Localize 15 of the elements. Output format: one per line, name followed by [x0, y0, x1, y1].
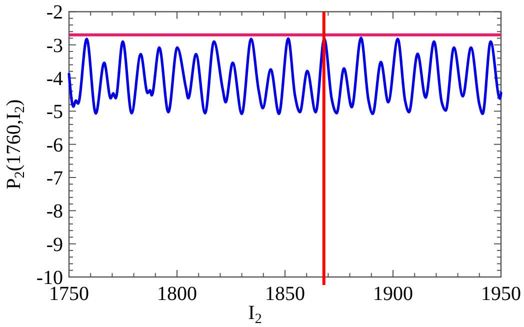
x-tick-label: 1950	[481, 283, 521, 305]
x-tick-label: 1800	[157, 283, 197, 305]
y-tick-label: -9	[46, 234, 63, 256]
y-tick-label: -5	[46, 101, 63, 124]
line-series	[68, 36, 502, 116]
y-tick-label: -3	[46, 34, 63, 57]
x-tick-label: 1850	[265, 283, 305, 305]
y-tick-label: -6	[46, 134, 63, 156]
y-tick-label: -8	[46, 200, 63, 223]
y-tick-label: -4	[46, 68, 63, 90]
x-tick-label: 1750	[49, 283, 89, 305]
x-tick-label: 1900	[373, 283, 413, 305]
y-tick-label: -7	[46, 168, 63, 190]
x-axis-title: I$_{2}$	[248, 302, 262, 327]
y-tick-label: -2	[46, 2, 63, 24]
